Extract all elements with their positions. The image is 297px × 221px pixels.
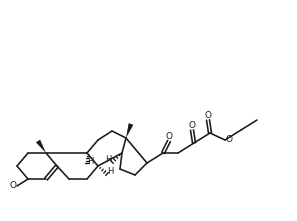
Text: O: O: [10, 181, 17, 191]
Text: H: H: [105, 156, 111, 164]
Text: O: O: [225, 135, 232, 145]
Polygon shape: [36, 140, 46, 153]
Text: H: H: [87, 156, 93, 166]
Polygon shape: [126, 123, 133, 138]
Text: H: H: [107, 168, 113, 177]
Text: O: O: [205, 111, 211, 120]
Text: O: O: [189, 121, 195, 130]
Text: O: O: [165, 132, 173, 141]
